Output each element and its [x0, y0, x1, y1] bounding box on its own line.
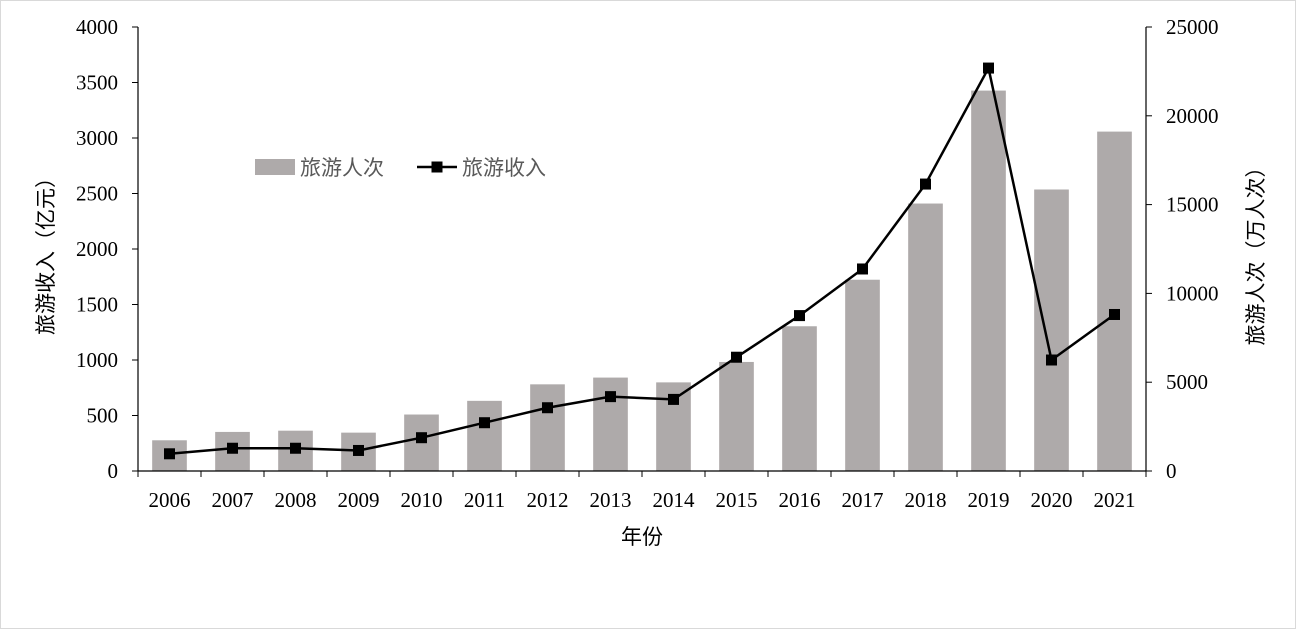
- point-2006: [164, 448, 175, 460]
- right-y-axis-title: 旅游人次（万人次）: [1244, 157, 1268, 346]
- x-tick-label: 2014: [653, 488, 696, 512]
- x-tick-label: 2016: [779, 488, 821, 512]
- point-2019: [983, 62, 994, 74]
- x-axis-title: 年份: [621, 525, 663, 549]
- point-2011: [479, 417, 490, 429]
- bar-2019: [971, 90, 1006, 471]
- left-y-tick-label: 4000: [76, 15, 118, 39]
- point-2010: [416, 432, 427, 444]
- x-tick-label: 2013: [590, 488, 632, 512]
- left-y-tick-label: 1500: [76, 293, 118, 317]
- x-tick-label: 2012: [527, 488, 569, 512]
- x-tick-label: 2009: [338, 488, 380, 512]
- left-y-tick-label: 2500: [76, 182, 118, 206]
- bar-2016: [782, 326, 817, 471]
- bar-2018: [908, 203, 943, 471]
- left-y-tick-label: 3500: [76, 71, 118, 95]
- right-y-tick-label: 5000: [1166, 370, 1208, 394]
- right-y-tick-label: 0: [1166, 459, 1177, 483]
- bar-2015: [719, 361, 754, 471]
- x-tick-label: 2020: [1031, 488, 1073, 512]
- point-2009: [353, 444, 364, 456]
- revenue-line: [169, 64, 1116, 456]
- point-2020: [1046, 354, 1057, 366]
- left-y-axis-title: 旅游收入（亿元）: [34, 167, 58, 335]
- bar-series-visitors: [152, 90, 1132, 472]
- left-y-tick-label: 0: [108, 459, 119, 483]
- x-tick-label: 2015: [716, 488, 758, 512]
- bar-2012: [530, 384, 565, 471]
- point-2012: [542, 402, 553, 414]
- point-2013: [605, 391, 616, 403]
- x-tick-label: 2017: [842, 488, 884, 512]
- x-tick-label: 2008: [275, 488, 317, 512]
- bar-2011: [467, 400, 502, 471]
- x-tick-label: 2011: [464, 488, 505, 512]
- bar-2017: [845, 279, 880, 471]
- right-y-tick-label: 10000: [1166, 281, 1219, 305]
- left-y-tick-label: 3000: [76, 126, 118, 150]
- legend-swatch-visitors: [255, 159, 295, 175]
- point-2015: [731, 351, 742, 363]
- legend: 旅游人次 旅游收入: [255, 156, 546, 180]
- x-tick-label: 2021: [1094, 488, 1136, 512]
- left-y-tick-label: 500: [87, 404, 119, 428]
- right-y-tick-label: 25000: [1166, 15, 1219, 39]
- bar-2021: [1097, 131, 1132, 472]
- point-2018: [920, 178, 931, 190]
- axis-titles: 年份 旅游收入（亿元） 旅游人次（万人次）: [34, 157, 1268, 550]
- point-2008: [290, 442, 301, 454]
- legend-label-revenue: 旅游收入: [462, 156, 546, 180]
- right-y-tick-label: 20000: [1166, 104, 1219, 128]
- line-series-revenue: [164, 62, 1120, 460]
- x-tick-label: 2007: [212, 488, 254, 512]
- right-y-tick-label: 15000: [1166, 193, 1219, 217]
- bar-2020: [1034, 189, 1069, 471]
- x-tick-label: 2006: [149, 488, 191, 512]
- left-y-tick-label: 2000: [76, 237, 118, 261]
- point-2017: [857, 263, 868, 275]
- point-2021: [1109, 308, 1120, 320]
- x-tick-label: 2010: [401, 488, 443, 512]
- left-y-tick-label: 1000: [76, 348, 118, 372]
- x-tick-label: 2018: [905, 488, 947, 512]
- legend-label-visitors: 旅游人次: [300, 156, 384, 180]
- point-2007: [227, 442, 238, 454]
- axes: 2006 2007 2008 2009 2010 2011 2012 2013 2014 2015…: [76, 15, 1219, 512]
- point-2016: [794, 310, 805, 322]
- point-2014: [668, 393, 679, 405]
- x-tick-label: 2019: [968, 488, 1010, 512]
- legend-marker-revenue: [431, 161, 443, 173]
